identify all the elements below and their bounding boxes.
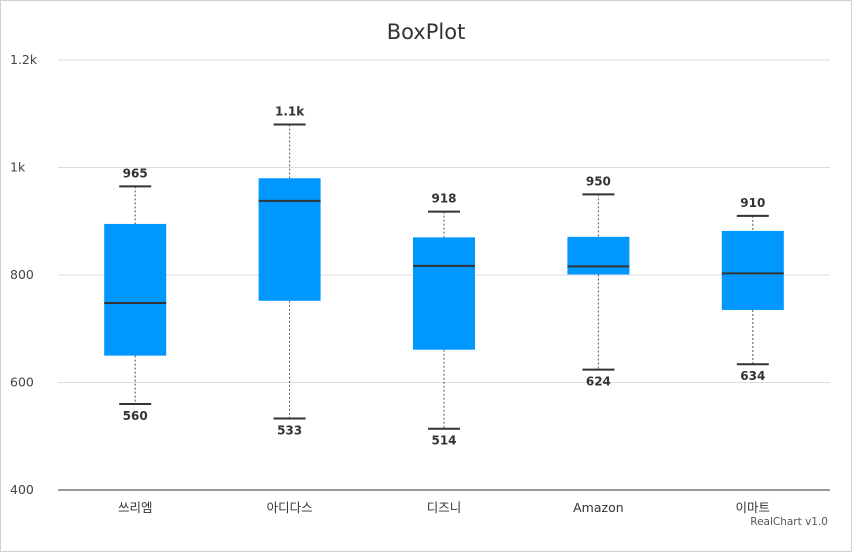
y-tick-label: 400 — [10, 482, 34, 497]
box-body — [567, 236, 630, 275]
box-3: 918 514 — [413, 192, 475, 448]
x-category-label: 쓰리엠 — [118, 500, 153, 515]
box-1: 965 560 — [104, 166, 167, 423]
y-tick-label: 1k — [10, 160, 26, 175]
max-label: 918 — [431, 192, 456, 206]
max-label: 950 — [586, 174, 611, 188]
box-body — [258, 178, 321, 301]
min-label: 560 — [123, 409, 148, 423]
x-category-label: 이마트 — [736, 500, 771, 515]
x-category-label: 디즈니 — [427, 500, 462, 515]
max-label: 910 — [740, 196, 765, 210]
chart-title: BoxPlot — [386, 20, 466, 44]
credits-label: RealChart v1.0 — [750, 516, 828, 528]
max-label: 1.1k — [275, 105, 305, 119]
box-2: 1.1k 533 — [258, 105, 321, 438]
min-label: 533 — [277, 424, 302, 438]
x-category-label: 아디다스 — [267, 500, 313, 515]
box-body — [413, 237, 475, 350]
max-label: 965 — [123, 166, 148, 180]
x-category-label: Amazon — [573, 500, 624, 515]
box-4: 950 624 — [567, 174, 630, 389]
y-tick-label: 1.2k — [10, 52, 38, 67]
box-5: 910 634 — [721, 196, 784, 383]
axis-layer: 400 600 800 1k 1.2k 쓰리엠 아디다스 디즈니 Amazon 이마트 — [10, 52, 830, 515]
box-body — [104, 223, 167, 356]
min-label: 514 — [431, 434, 456, 448]
y-tick-label: 800 — [10, 267, 34, 282]
min-label: 634 — [740, 369, 765, 383]
box-body — [721, 230, 784, 310]
box-layer: 965 560 1.1k 533 918 514 950 624 910 634 — [104, 105, 784, 448]
min-label: 624 — [586, 375, 611, 389]
y-tick-label: 600 — [10, 375, 34, 390]
